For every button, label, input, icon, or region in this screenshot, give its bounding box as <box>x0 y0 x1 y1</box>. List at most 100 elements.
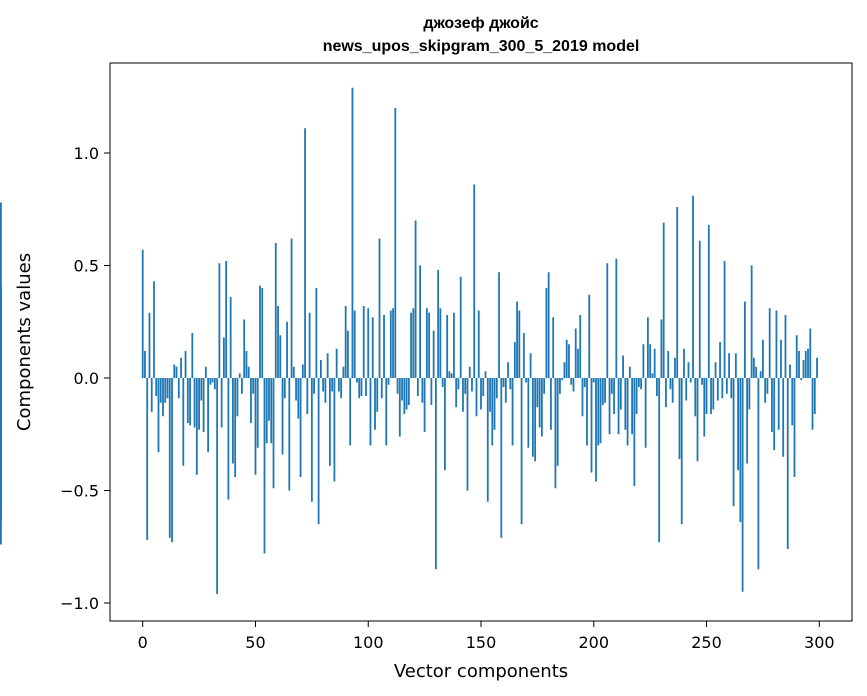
bar <box>464 378 467 394</box>
bar <box>561 378 564 381</box>
bar <box>534 378 537 462</box>
bar <box>651 373 654 378</box>
bar <box>743 301 746 378</box>
bar <box>516 301 518 378</box>
bar <box>471 378 473 392</box>
bar <box>360 378 363 396</box>
bar <box>538 378 541 428</box>
bar <box>177 378 180 399</box>
bar <box>425 308 428 378</box>
bar <box>245 351 248 378</box>
bar <box>227 378 230 500</box>
bar <box>416 378 419 396</box>
bar <box>502 378 505 387</box>
bar <box>689 378 692 383</box>
bar <box>507 362 509 378</box>
bar <box>565 339 568 378</box>
bar <box>599 378 602 444</box>
bar <box>200 378 203 401</box>
bar <box>292 366 295 378</box>
bar <box>707 225 710 378</box>
bar <box>795 335 798 378</box>
bar <box>789 364 791 378</box>
bar <box>392 308 394 378</box>
bar <box>444 378 446 471</box>
x-tick-label: 300 <box>804 633 835 652</box>
bar <box>144 351 146 378</box>
bar <box>631 378 633 435</box>
bar <box>493 378 496 430</box>
bar <box>804 351 807 378</box>
bar <box>750 265 753 378</box>
bar <box>338 378 340 392</box>
bar <box>601 378 604 405</box>
bar <box>162 378 164 417</box>
bar <box>556 378 559 466</box>
bar <box>714 362 717 378</box>
bar <box>0 378 2 396</box>
bar <box>180 357 182 378</box>
bar <box>520 378 523 525</box>
bar <box>786 378 789 549</box>
bar <box>295 378 297 401</box>
bar <box>696 378 699 462</box>
bar <box>683 348 685 378</box>
bar <box>491 378 494 446</box>
bar <box>238 373 241 378</box>
bar <box>624 378 627 430</box>
bar <box>646 317 649 378</box>
bar <box>428 312 431 378</box>
bar <box>315 288 318 378</box>
bar <box>554 378 557 489</box>
bar <box>642 344 645 378</box>
bar <box>277 306 279 378</box>
bar <box>369 378 372 446</box>
bar <box>374 378 376 430</box>
bar <box>755 366 758 378</box>
bar <box>232 378 234 464</box>
bar <box>586 378 588 446</box>
bar <box>423 378 426 432</box>
bar <box>775 310 778 378</box>
x-axis-label: Vector components <box>394 661 568 682</box>
bar <box>367 308 370 378</box>
bar <box>710 378 712 414</box>
bar <box>473 184 476 378</box>
bar <box>529 353 532 378</box>
bar <box>608 378 611 435</box>
bar <box>703 378 706 437</box>
bar <box>522 333 525 378</box>
bar <box>225 261 228 378</box>
bar <box>401 378 403 401</box>
bar <box>782 378 785 457</box>
bar <box>615 258 618 378</box>
bar <box>459 276 462 378</box>
bar <box>322 378 325 392</box>
bar <box>254 378 257 475</box>
bar <box>547 272 550 378</box>
bar <box>349 378 352 446</box>
bar <box>583 378 586 387</box>
bar <box>511 378 514 446</box>
bar <box>504 378 507 403</box>
bar <box>777 378 780 430</box>
bar <box>319 360 322 378</box>
bar <box>498 272 500 378</box>
bar <box>434 378 437 570</box>
y-tick-label: 1.0 <box>74 144 99 163</box>
bar <box>365 378 367 396</box>
plot-frame <box>109 62 853 622</box>
bar <box>353 310 356 378</box>
bar <box>252 378 255 394</box>
bar <box>725 378 728 394</box>
bar <box>626 378 629 446</box>
bar <box>577 348 579 378</box>
bar <box>270 378 273 444</box>
bar <box>800 378 803 381</box>
bars-group <box>0 87 818 594</box>
bar <box>768 308 771 378</box>
bar <box>441 378 444 387</box>
bar <box>701 378 703 385</box>
bar <box>159 378 162 403</box>
